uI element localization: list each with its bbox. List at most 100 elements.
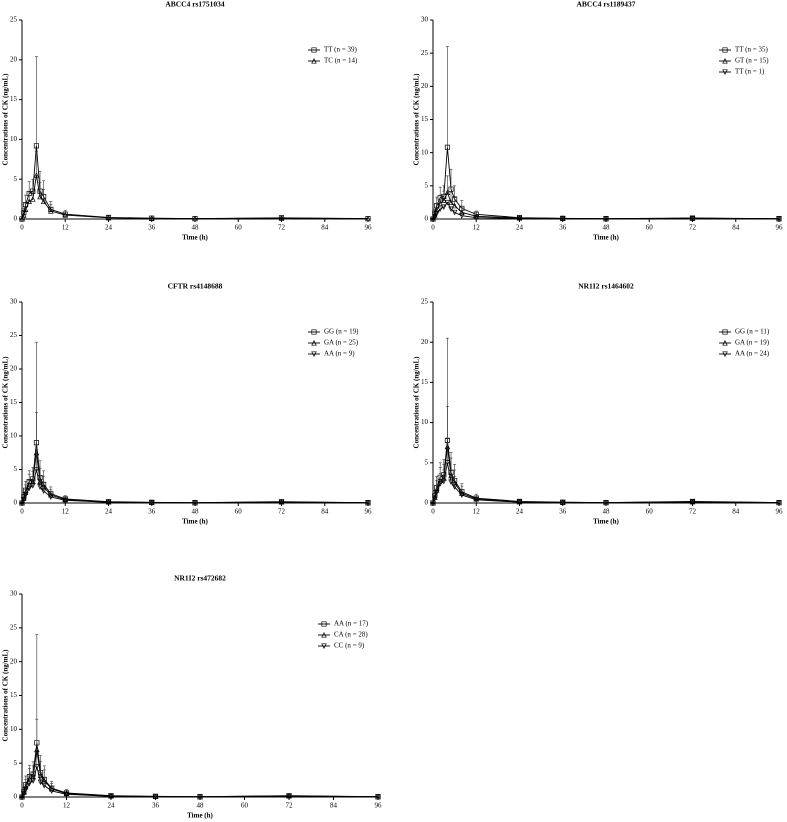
y-tick-label: 0 bbox=[14, 215, 18, 223]
x-tick-label: 96 bbox=[776, 508, 784, 516]
data-point bbox=[776, 216, 782, 222]
data-point bbox=[26, 780, 33, 787]
data-point bbox=[278, 499, 285, 506]
data-point bbox=[448, 469, 454, 475]
data-point bbox=[365, 500, 371, 506]
data-point bbox=[516, 499, 523, 506]
x-tick-label: 96 bbox=[776, 224, 784, 232]
x-tick-label: 0 bbox=[20, 224, 24, 232]
data-point bbox=[63, 791, 70, 798]
data-point bbox=[441, 193, 447, 199]
y-tick-label: 30 bbox=[10, 298, 18, 306]
data-point bbox=[365, 215, 371, 222]
data-point bbox=[451, 202, 458, 209]
data-point bbox=[432, 495, 438, 502]
y-tick-label: 20 bbox=[10, 55, 18, 63]
data-point bbox=[459, 213, 465, 219]
x-tick-label: 60 bbox=[646, 224, 654, 232]
series-line bbox=[21, 452, 369, 504]
x-tick-label: 84 bbox=[732, 508, 740, 516]
series-line bbox=[21, 145, 369, 220]
x-tick-label: 12 bbox=[473, 508, 481, 516]
data-point bbox=[689, 499, 696, 506]
x-tick-label: 48 bbox=[192, 508, 200, 516]
x-tick-label: 96 bbox=[365, 508, 373, 516]
data-point bbox=[430, 216, 436, 222]
data-point bbox=[148, 215, 155, 221]
y-tick-label: 0 bbox=[14, 793, 18, 801]
data-point bbox=[559, 500, 566, 506]
data-point bbox=[689, 216, 696, 222]
y-tick-label: 15 bbox=[10, 691, 18, 699]
y-tick-label: 15 bbox=[10, 398, 18, 406]
data-point bbox=[33, 440, 39, 446]
data-point bbox=[444, 189, 451, 196]
data-point bbox=[444, 460, 451, 466]
data-point bbox=[23, 202, 29, 208]
y-tick-label: 15 bbox=[421, 378, 429, 386]
x-tick-label: 48 bbox=[192, 224, 200, 232]
data-point bbox=[437, 481, 443, 487]
x-tick-label: 60 bbox=[235, 508, 243, 516]
x-tick-label: 96 bbox=[365, 224, 373, 232]
series-line bbox=[432, 462, 780, 504]
x-tick-label: 24 bbox=[108, 802, 116, 810]
data-point bbox=[444, 437, 450, 443]
x-tick-label: 48 bbox=[197, 802, 205, 810]
y-tick-label: 10 bbox=[10, 135, 18, 143]
data-point bbox=[37, 779, 44, 786]
x-tick-label: 72 bbox=[689, 508, 697, 516]
data-point bbox=[19, 500, 25, 506]
y-tick-label: 5 bbox=[425, 181, 429, 189]
legend-marker bbox=[321, 643, 327, 649]
x-axis-label: Time (h) bbox=[182, 234, 208, 242]
x-tick-label: 0 bbox=[431, 508, 435, 516]
data-point bbox=[448, 206, 454, 213]
x-tick-label: 12 bbox=[63, 802, 71, 810]
y-axis-label: Concentrations of CK (ng/mL) bbox=[2, 356, 10, 449]
x-tick-label: 96 bbox=[375, 802, 383, 810]
panel-title: NR1I2 rs472682 bbox=[174, 574, 226, 583]
data-point bbox=[37, 188, 43, 194]
data-point bbox=[430, 500, 436, 506]
data-point bbox=[21, 210, 27, 216]
legend-label: TT (n = 1) bbox=[735, 68, 765, 76]
legend-label: TT (n = 35) bbox=[735, 46, 768, 54]
data-point bbox=[26, 190, 32, 197]
legend-marker bbox=[321, 621, 327, 627]
y-axis-label: Concentrations of CK (ng/mL) bbox=[413, 73, 421, 166]
data-point bbox=[448, 199, 454, 205]
data-point bbox=[516, 215, 523, 222]
legend-marker bbox=[722, 329, 728, 335]
data-point bbox=[286, 793, 292, 800]
data-point bbox=[62, 497, 69, 504]
data-point bbox=[433, 211, 440, 217]
x-tick-label: 84 bbox=[330, 802, 338, 810]
data-point bbox=[278, 215, 285, 221]
legend-label: CA (n = 28) bbox=[334, 631, 368, 639]
data-point bbox=[441, 204, 447, 211]
data-point bbox=[433, 489, 440, 496]
x-tick-label: 0 bbox=[20, 508, 24, 516]
x-tick-label: 48 bbox=[603, 224, 611, 232]
data-point bbox=[30, 483, 36, 489]
data-point bbox=[62, 212, 69, 218]
legend-label: GA (n = 25) bbox=[324, 339, 359, 347]
x-tick-label: 36 bbox=[148, 224, 156, 232]
panel-title: ABCC4 rs1751034 bbox=[165, 0, 225, 9]
data-point bbox=[448, 479, 454, 486]
data-point bbox=[22, 787, 29, 793]
y-tick-label: 25 bbox=[10, 16, 18, 24]
data-point bbox=[105, 499, 112, 506]
x-tick-label: 12 bbox=[62, 224, 70, 232]
data-point bbox=[48, 494, 54, 500]
data-point bbox=[432, 494, 438, 500]
data-point bbox=[432, 214, 438, 220]
data-point bbox=[33, 172, 40, 178]
x-tick-label: 36 bbox=[152, 802, 160, 810]
series-line bbox=[21, 749, 379, 798]
x-axis-label: Time (h) bbox=[182, 518, 208, 526]
x-tick-label: 84 bbox=[321, 508, 329, 516]
data-point bbox=[26, 485, 32, 492]
data-point bbox=[48, 208, 54, 214]
